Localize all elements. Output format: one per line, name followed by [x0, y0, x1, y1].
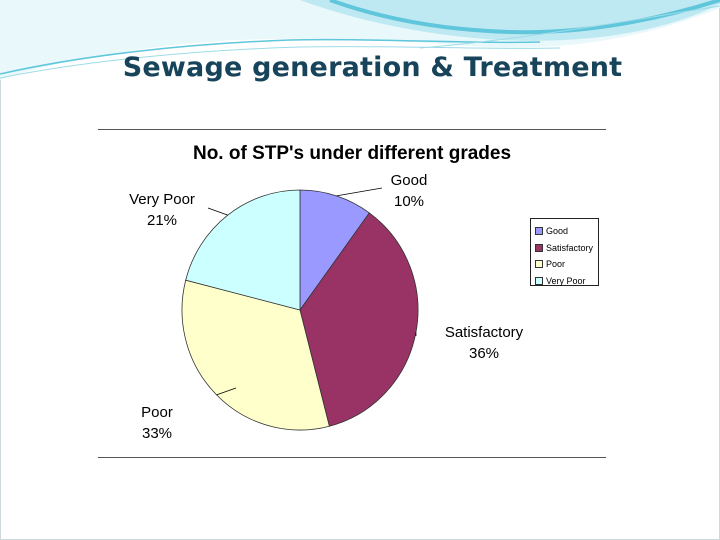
pie-chart: No. of STP's under different grades Good… [129, 143, 524, 442]
slice-percent-good: 10% [394, 193, 424, 210]
header-wave [0, 0, 720, 80]
leader-line-poor [216, 387, 237, 396]
chart-area: No. of STP's under different grades Good… [98, 129, 606, 458]
slice-label-satisfactory: Satisfactory [445, 324, 524, 341]
slice-label-very-poor: Very Poor [129, 191, 195, 208]
slide-title: Sewage generation & Treatment [122, 52, 623, 83]
legend-item-very-poor: Very Poor [535, 273, 598, 290]
legend-item-satisfactory: Satisfactory [535, 240, 598, 257]
slice-label-poor: Poor [141, 404, 173, 421]
slice-labels: Good 10% Satisfactory 36% Poor 33% Very Poor 21… [129, 172, 524, 442]
leader-line-good [336, 187, 383, 197]
slice-label-good: Good [391, 172, 428, 189]
legend-swatch-poor [535, 260, 543, 269]
pie-slice-good [299, 189, 370, 312]
legend-label-good: Good [546, 226, 569, 237]
legend-label-satisfactory: Satisfactory [546, 242, 594, 253]
pie-slice-satisfactory [299, 212, 419, 427]
legend-item-good: Good [535, 223, 598, 240]
chart-title: No. of STP's under different grades [193, 143, 511, 164]
legend-swatch-satisfactory [535, 243, 543, 252]
pie-slices [181, 189, 419, 431]
legend-label-very-poor: Very Poor [546, 275, 586, 286]
slice-percent-poor: 33% [142, 425, 172, 442]
slice-percent-very-poor: 21% [147, 212, 177, 229]
legend: Good Satisfactory Poor Very Poor [530, 218, 599, 286]
legend-item-poor: Poor [535, 256, 598, 273]
legend-swatch-good [535, 227, 543, 236]
legend-swatch-very-poor [535, 276, 543, 285]
slice-percent-satisfactory: 36% [469, 345, 499, 362]
legend-label-poor: Poor [546, 259, 566, 270]
leader-lines [207, 187, 417, 396]
leader-line-very-poor [207, 207, 228, 216]
